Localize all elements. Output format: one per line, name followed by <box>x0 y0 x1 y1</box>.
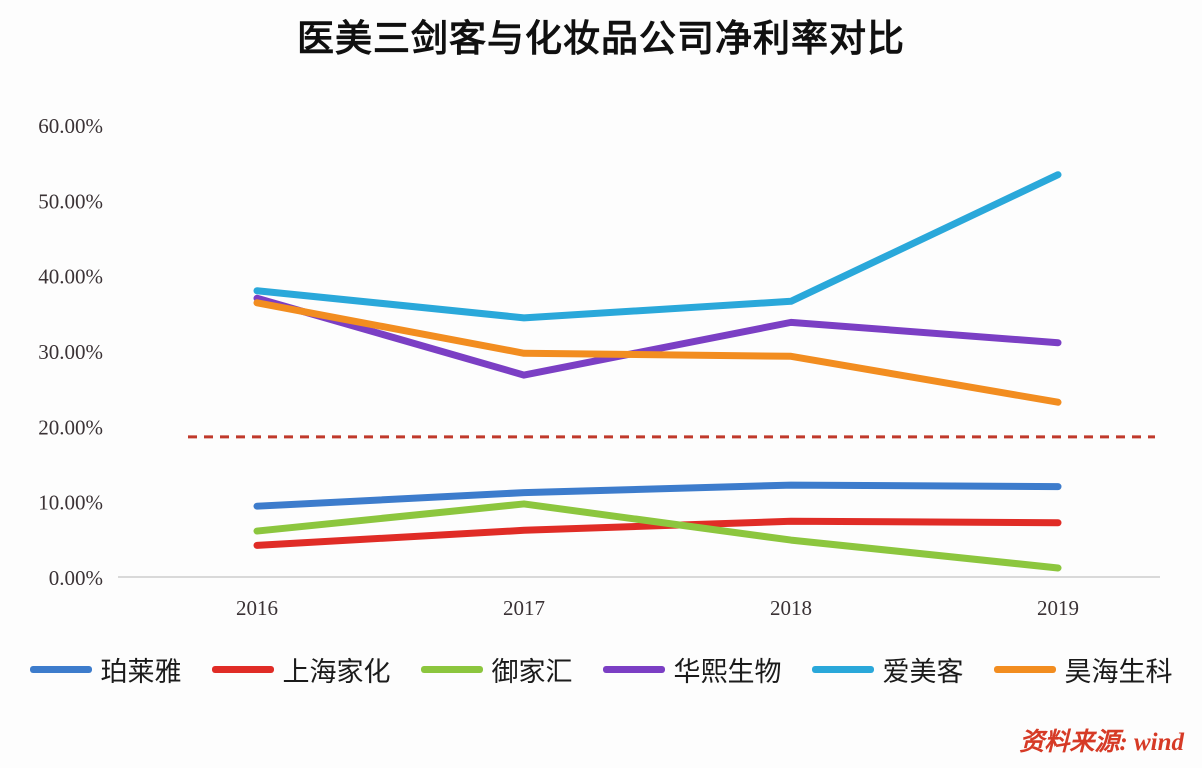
y-axis-tick-labels: 0.00% 10.00% 20.00% 30.00% 40.00% 50.00% 60.00… <box>38 114 103 590</box>
series-line <box>253 500 1062 572</box>
chart-legend: 珀莱雅 上海家化 御家汇 华熙生物 爱美客 昊海生科 <box>0 650 1202 689</box>
series-line <box>253 299 1062 406</box>
legend-swatch-icon <box>29 666 92 673</box>
source-note: 资料来源: wind <box>1019 729 1184 756</box>
legend-label: 爱美客 <box>882 657 964 687</box>
legend-item[interactable]: 爱美客 <box>811 650 964 689</box>
legend-item[interactable]: 御家汇 <box>420 650 573 689</box>
legend-swatch-icon <box>211 666 274 673</box>
legend-label: 珀莱雅 <box>100 657 182 687</box>
legend-swatch-icon <box>811 666 874 673</box>
legend-swatch-icon <box>993 666 1056 673</box>
legend-item[interactable]: 珀莱雅 <box>29 650 182 689</box>
legend-label: 上海家化 <box>282 657 391 687</box>
legend-swatch-icon <box>420 666 483 673</box>
y-axis-tick-label: 30.00% <box>38 340 103 364</box>
series-line <box>253 171 1062 322</box>
x-axis-tick-label: 2017 <box>503 596 545 620</box>
legend-label: 御家汇 <box>491 657 573 687</box>
y-axis-tick-label: 40.00% <box>38 265 103 289</box>
series-line <box>253 481 1062 510</box>
legend-item[interactable]: 昊海生科 <box>993 650 1173 689</box>
legend-swatch-icon <box>602 666 665 673</box>
y-axis-tick-label: 20.00% <box>38 415 103 439</box>
series-line <box>253 517 1062 549</box>
y-axis-tick-label: 0.00% <box>49 566 103 590</box>
chart-title: 医美三剑客与化妆品公司净利率对比 <box>297 18 905 59</box>
legend-label: 华熙生物 <box>673 657 782 687</box>
series-polylines <box>253 171 1062 572</box>
legend-item[interactable]: 华熙生物 <box>602 650 782 689</box>
x-axis-tick-label: 2016 <box>236 596 278 620</box>
legend-item[interactable]: 上海家化 <box>211 650 391 689</box>
legend-label: 昊海生科 <box>1064 657 1173 687</box>
series-line <box>253 294 1062 379</box>
y-axis-tick-label: 50.00% <box>38 189 103 213</box>
line-chart-plot: 0.00% 10.00% 20.00% 30.00% 40.00% 50.00% 60.00… <box>38 114 1160 620</box>
y-axis-tick-label: 60.00% <box>38 114 103 138</box>
x-axis-tick-label: 2018 <box>770 596 812 620</box>
x-axis-tick-labels: 2016 2017 2018 2019 <box>236 596 1079 620</box>
x-axis-tick-label: 2019 <box>1037 596 1079 620</box>
y-axis-tick-label: 10.00% <box>38 491 103 515</box>
